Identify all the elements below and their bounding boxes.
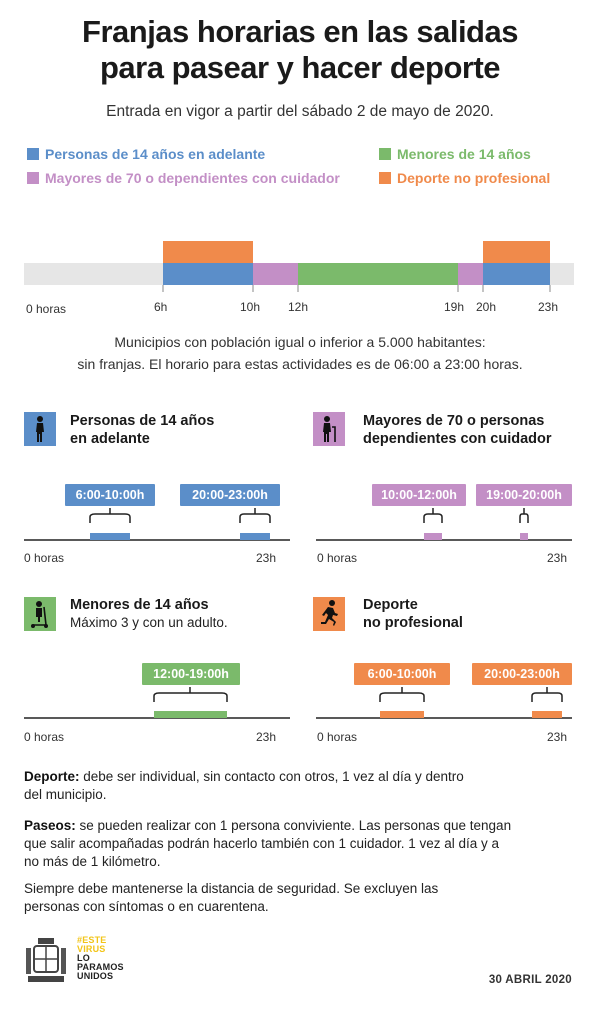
walk-rules-text: se pueden realizar con 1 persona convivi…	[75, 818, 512, 833]
elderly-cane-icon	[313, 412, 345, 446]
timeline-start-label: 0 horas	[317, 730, 358, 744]
note-line-1: Municipios con población igual o inferio…	[114, 334, 486, 350]
heading-line-1: Menores de 14 años	[70, 597, 209, 613]
legend-item-elderly: Mayores de 70 o dependientes con cuidado…	[27, 170, 340, 186]
subtitle: Entrada en vigor a partir del sábado 2 d…	[106, 103, 494, 120]
legend-swatch	[27, 148, 39, 160]
legend-item-children: Menores de 14 años	[379, 146, 531, 162]
sport-rules-text-2: del municipio.	[24, 787, 107, 802]
legend-label: Mayores de 70 o dependientes con cuidado…	[45, 170, 340, 186]
logo-line-3: LO	[77, 953, 90, 963]
walk-rules-label: Paseos:	[24, 818, 76, 833]
sport-morning-bar	[163, 241, 253, 263]
children-timeline	[24, 687, 290, 719]
elderly-timeline	[316, 508, 572, 541]
publication-date: 30 ABRIL 2020	[488, 974, 572, 986]
small-town-note: Municipios con población igual o inferio…	[0, 331, 600, 375]
sport-rules-label: Deporte:	[24, 769, 80, 784]
section-children-heading: Menores de 14 años Máximo 3 y con un adu…	[70, 596, 228, 630]
logo-line-4: PARAMOS	[77, 962, 124, 972]
logo-line-1: #ESTE	[77, 935, 107, 945]
title-line-2: para pasear y hacer deporte	[99, 50, 501, 85]
section-sport-heading: Deporte no profesional	[363, 596, 463, 632]
legend-item-adults: Personas de 14 años en adelante	[27, 146, 265, 162]
tick-label-23h: 23h	[538, 300, 559, 314]
timeline-end-label: 23h	[547, 730, 568, 744]
page-title: Franjas horarias en las salidas para pas…	[0, 14, 600, 86]
time-slot-badge: 6:00-10:00h	[354, 663, 450, 685]
time-slot-badge: 20:00-23:00h	[180, 484, 280, 506]
legend-swatch	[379, 172, 391, 184]
scooter-child-icon	[24, 597, 56, 631]
heading-line-1: Mayores de 70 o personas	[363, 413, 545, 429]
tick-label-19h: 19h	[444, 300, 465, 314]
heading-line-1: Personas de 14 años	[70, 413, 215, 429]
tick-label-6h: 6h	[154, 300, 168, 314]
time-slot-badge: 12:00-19:00h	[142, 663, 240, 685]
tick-label-12h: 12h	[288, 300, 309, 314]
legend-label: Menores de 14 años	[397, 146, 531, 162]
section-adults-heading: Personas de 14 años en adelante	[70, 412, 214, 448]
heading-line-1: Deporte	[363, 597, 418, 613]
children-bar	[298, 263, 458, 285]
tick-label-10h: 10h	[240, 300, 261, 314]
sport-rules-text: debe ser individual, sin contacto con ot…	[79, 769, 464, 784]
heading-line-2: en adelante	[70, 431, 150, 447]
main-timeline	[24, 241, 574, 292]
logo-line-2: VIRUS	[77, 944, 106, 954]
sport-rules: Deporte: debe ser individual, sin contac…	[24, 768, 584, 804]
timeline-end-label: 23h	[547, 551, 568, 565]
legend-label: Personas de 14 años en adelante	[45, 146, 266, 162]
time-slot-badge: 20:00-23:00h	[472, 663, 572, 685]
legend-swatch	[379, 148, 391, 160]
adults-evening-bar	[483, 263, 550, 285]
tick-label-20h: 20h	[476, 300, 497, 314]
timeline-end-label: 23h	[256, 551, 277, 565]
tick-label-0h: 0 horas	[26, 302, 67, 316]
coat-of-arms-logo	[24, 936, 68, 986]
sport-evening-bar	[483, 241, 550, 263]
heading-line-2: Máximo 3 y con un adulto.	[70, 615, 228, 630]
walk-rules-text-2: que salir acompañadas podrán hacerlo tam…	[24, 836, 500, 851]
campaign-logo: #ESTE VIRUS LO PARAMOS UNIDOS	[77, 936, 124, 981]
legend-swatch	[27, 172, 39, 184]
section-elderly-heading: Mayores de 70 o personas dependientes co…	[363, 412, 552, 448]
timeline-start-label: 0 horas	[24, 551, 65, 565]
legend-label: Deporte no profesional	[397, 170, 551, 186]
heading-line-2: no profesional	[363, 615, 463, 631]
time-slot-badge: 10:00-12:00h	[372, 484, 466, 506]
walking-person-icon	[24, 412, 56, 446]
safety-note: Siempre debe mantenerse la distancia de …	[24, 880, 584, 916]
adults-morning-bar	[163, 263, 253, 285]
running-person-icon	[313, 597, 345, 631]
timeline-start-label: 0 horas	[24, 730, 65, 744]
legend-item-sport: Deporte no profesional	[379, 170, 550, 186]
walk-rules: Paseos: se pueden realizar con 1 persona…	[24, 817, 584, 871]
elderly-morning-bar	[253, 263, 298, 285]
sport-timeline	[316, 687, 572, 719]
time-slot-badge: 19:00-20:00h	[476, 484, 572, 506]
title-line-1: Franjas horarias en las salidas	[82, 14, 518, 49]
safety-line-1: Siempre debe mantenerse la distancia de …	[24, 881, 439, 896]
safety-line-2: personas con síntomas o en cuarentena.	[24, 899, 269, 914]
timeline-end-label: 23h	[256, 730, 277, 744]
heading-line-2: dependientes con cuidador	[363, 431, 552, 447]
time-slot-badge: 6:00-10:00h	[65, 484, 155, 506]
walk-rules-text-3: no más de 1 kilómetro.	[24, 854, 161, 869]
logo-line-5: UNIDOS	[77, 971, 114, 981]
note-line-2: sin franjas. El horario para estas activ…	[77, 356, 523, 372]
tick-marks	[162, 285, 551, 292]
adults-timeline	[24, 508, 290, 541]
elderly-evening-bar	[458, 263, 483, 285]
timeline-start-label: 0 horas	[317, 551, 358, 565]
